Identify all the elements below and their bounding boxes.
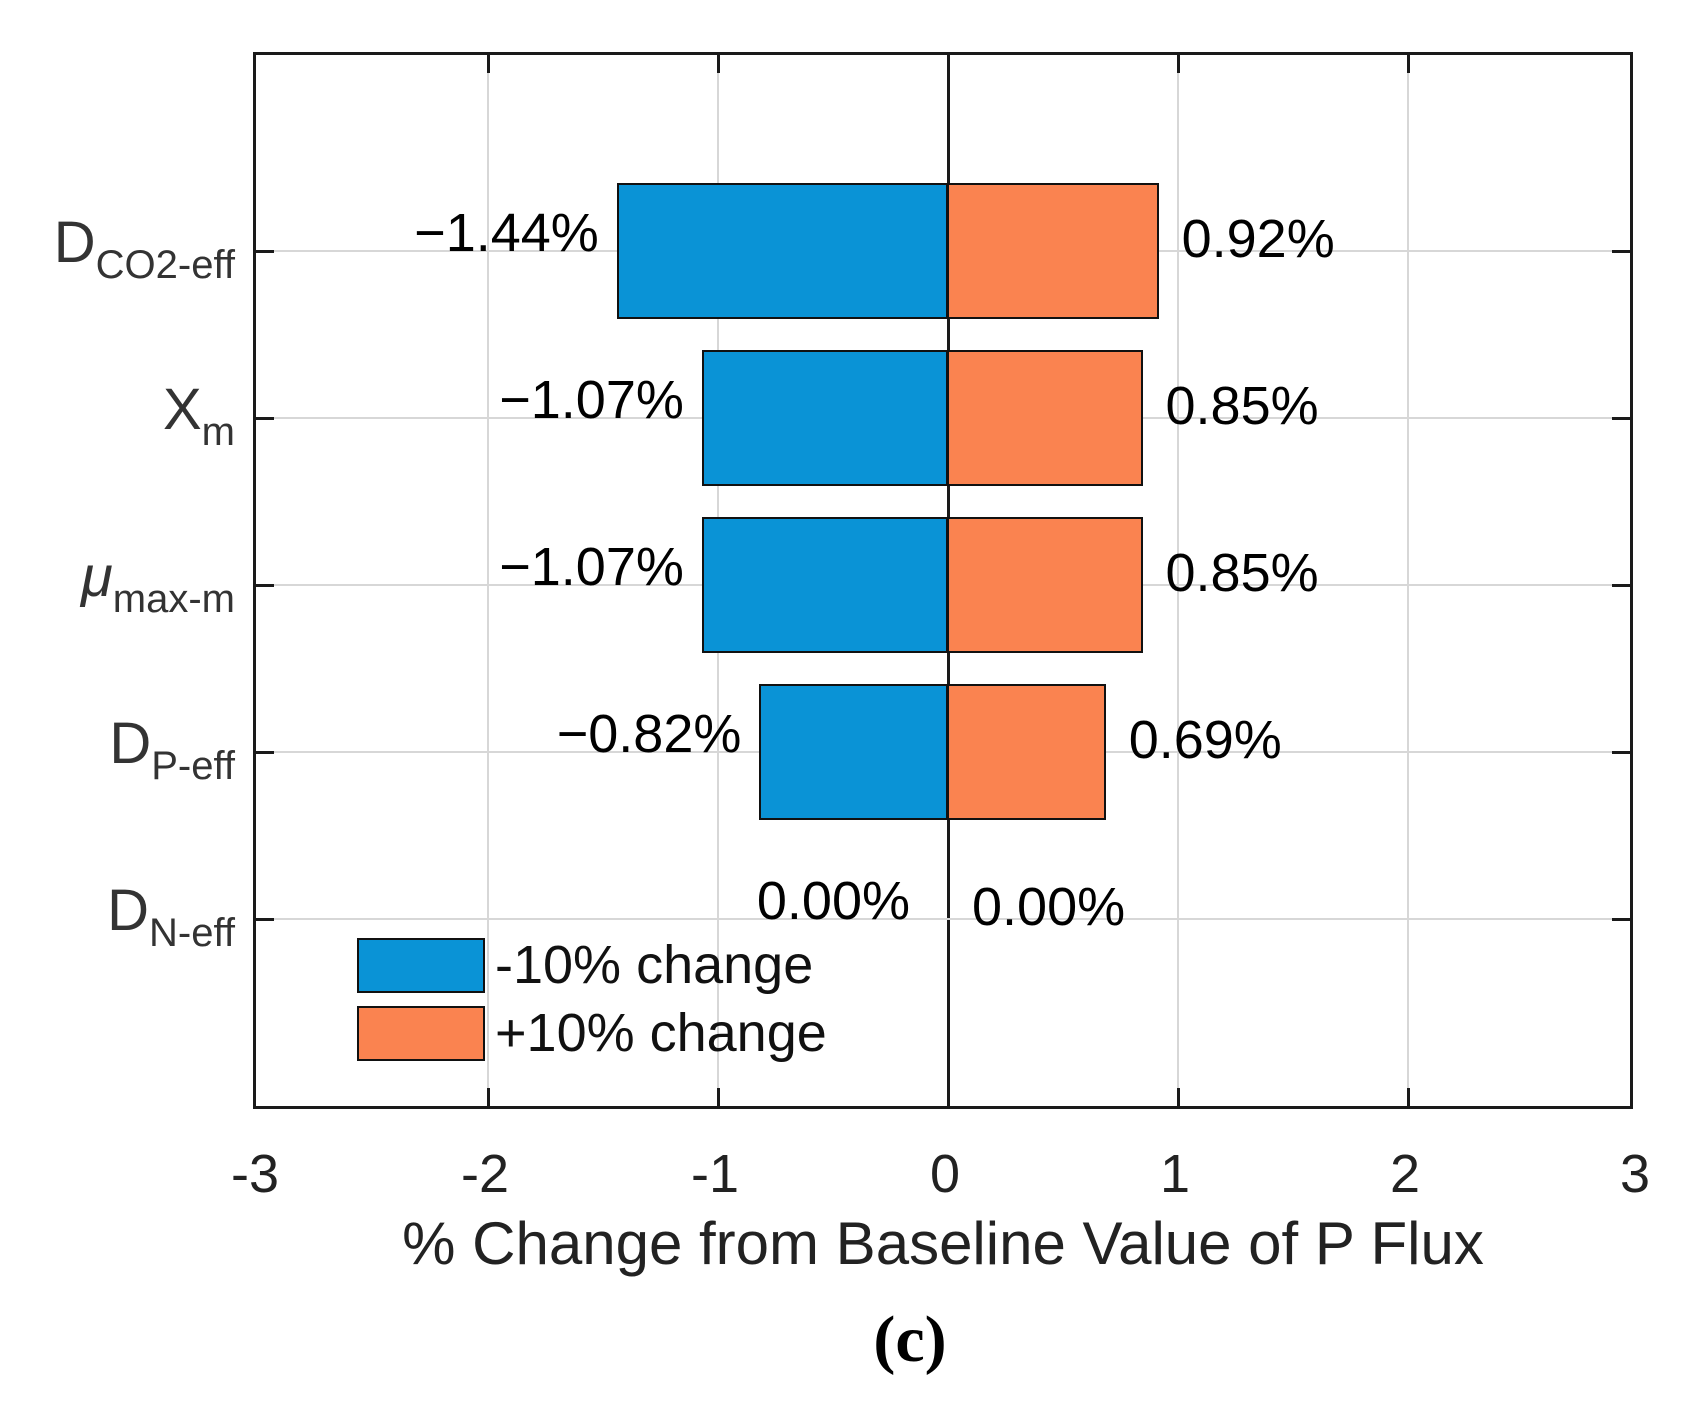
subfigure-caption: (c) (873, 1303, 947, 1376)
value-label-minus10-DCO2-eff: −1.44% (414, 203, 599, 263)
xtick-label--1: -1 (690, 1144, 739, 1204)
ytick-label-main: μ (81, 544, 113, 609)
value-label-minus10-DP-eff: −0.82% (556, 704, 742, 764)
xtick-bottom-1 (1176, 1088, 1180, 1106)
ytick-left-3 (256, 750, 274, 754)
value-label-plus10-DN-eff: 0.00% (972, 877, 1126, 937)
bar-plus10-μmax-m (947, 517, 1143, 653)
ytick-label-Xm: Xm (0, 381, 235, 455)
xtick-label--2: -2 (460, 1144, 509, 1204)
ytick-label-main: X (162, 377, 202, 442)
bar-minus10-Xm (701, 350, 948, 486)
ytick-label-main: D (107, 878, 150, 943)
value-label-minus10-Xm: −1.07% (499, 370, 684, 430)
gridline-x1 (1177, 55, 1179, 1106)
ytick-left-0 (256, 249, 274, 253)
xtick-label--3: -3 (230, 1144, 279, 1204)
value-label-plus10-μmax-m: 0.85% (1165, 543, 1319, 603)
value-label-minus10-μmax-m: −1.07% (499, 537, 684, 597)
gridline-x-2 (487, 55, 489, 1106)
xtick-top--1 (716, 55, 720, 73)
ytick-right-1 (1612, 416, 1630, 420)
legend-swatch-plus10 (357, 1006, 485, 1061)
xtick-top-2 (1406, 55, 1410, 73)
ytick-label-main: D (109, 711, 152, 776)
ytick-label-subscript: m (201, 410, 235, 454)
ytick-label-subscript: max-m (112, 577, 235, 621)
plot-area: −1.44% 0.92% −1.07% 0.85% −1.07% 0.85% −0.82% 0… (253, 52, 1633, 1109)
ytick-left-1 (256, 416, 274, 420)
gridline-row-4 (256, 918, 1630, 920)
legend-label-plus10: +10% change (495, 1003, 827, 1063)
ytick-label-subscript: CO2-eff (95, 243, 235, 287)
bar-minus10-DP-eff (759, 684, 948, 820)
value-label-minus10-DN-eff: 0.00% (756, 871, 910, 931)
xtick-label-1: 1 (1159, 1144, 1191, 1204)
xtick-top--2 (486, 55, 490, 73)
ytick-label-μmax-m: μmax-m (0, 548, 235, 622)
gridline-x2 (1407, 55, 1409, 1106)
bar-minus10-μmax-m (701, 517, 948, 653)
ytick-right-0 (1612, 249, 1630, 253)
bar-plus10-Xm (947, 350, 1143, 486)
bar-plus10-DP-eff (947, 684, 1106, 820)
value-label-plus10-Xm: 0.85% (1165, 376, 1319, 436)
value-label-plus10-DP-eff: 0.69% (1128, 710, 1282, 770)
bar-minus10-DCO2-eff (616, 183, 948, 319)
ytick-left-4 (256, 917, 274, 921)
ytick-label-subscript: P-eff (151, 744, 235, 788)
legend-swatch-minus10 (357, 938, 485, 993)
x-axis-label: % Change from Baseline Value of P Flux (402, 1210, 1484, 1277)
xtick-bottom-2 (1406, 1088, 1410, 1106)
legend-label-minus10: -10% change (495, 935, 814, 995)
ytick-label-main: D (53, 210, 96, 275)
xtick-label-0: 0 (929, 1144, 961, 1204)
ytick-right-3 (1612, 750, 1630, 754)
xtick-bottom--1 (716, 1088, 720, 1106)
bar-plus10-DCO2-eff (947, 183, 1159, 319)
xtick-label-3: 3 (1619, 1144, 1651, 1204)
ytick-label-DCO2-eff: DCO2-eff (0, 214, 235, 288)
ytick-left-2 (256, 583, 274, 587)
value-label-plus10-DCO2-eff: 0.92% (1181, 209, 1335, 269)
ytick-right-2 (1612, 583, 1630, 587)
xtick-label-2: 2 (1389, 1144, 1421, 1204)
xtick-bottom--2 (486, 1088, 490, 1106)
ytick-right-4 (1612, 917, 1630, 921)
ytick-label-subscript: N-eff (149, 911, 235, 955)
ytick-label-DP-eff: DP-eff (0, 715, 235, 789)
ytick-label-DN-eff: DN-eff (0, 882, 235, 956)
xtick-top-1 (1176, 55, 1180, 73)
